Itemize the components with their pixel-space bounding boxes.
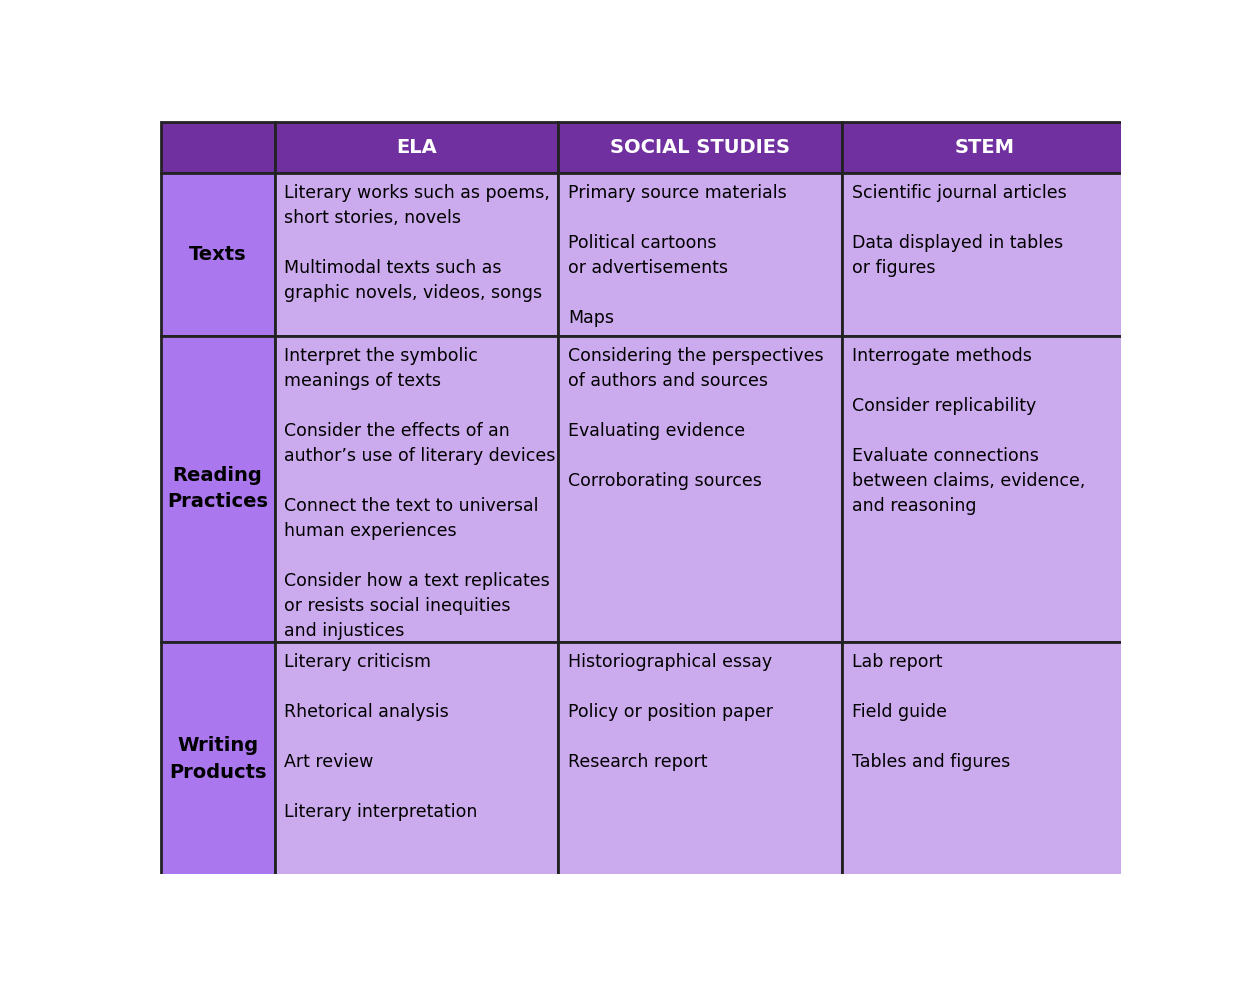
FancyBboxPatch shape (842, 336, 1126, 642)
FancyBboxPatch shape (842, 173, 1126, 336)
Text: Literary works such as poems,
short stories, novels

Multimodal texts such as
gr: Literary works such as poems, short stor… (284, 185, 549, 302)
FancyBboxPatch shape (274, 122, 558, 173)
FancyBboxPatch shape (842, 642, 1126, 876)
Text: Literary criticism

Rhetorical analysis

Art review

Literary interpretation: Literary criticism Rhetorical analysis A… (284, 653, 477, 821)
FancyBboxPatch shape (274, 642, 558, 876)
Text: Interpret the symbolic
meanings of texts

Consider the effects of an
author’s us: Interpret the symbolic meanings of texts… (284, 347, 556, 640)
FancyBboxPatch shape (161, 173, 274, 336)
Text: STEM: STEM (954, 137, 1014, 157)
FancyBboxPatch shape (558, 336, 842, 642)
Text: Historiographical essay

Policy or position paper

Research report: Historiographical essay Policy or positi… (568, 653, 773, 771)
FancyBboxPatch shape (558, 173, 842, 336)
FancyBboxPatch shape (274, 173, 558, 336)
Text: Considering the perspectives
of authors and sources

Evaluating evidence

Corrob: Considering the perspectives of authors … (568, 347, 824, 490)
Text: Lab report

Field guide

Tables and figures: Lab report Field guide Tables and figure… (852, 653, 1011, 771)
FancyBboxPatch shape (274, 336, 558, 642)
Text: Scientific journal articles

Data displayed in tables
or figures: Scientific journal articles Data display… (852, 185, 1067, 277)
FancyBboxPatch shape (161, 642, 274, 876)
FancyBboxPatch shape (558, 642, 842, 876)
Text: Primary source materials

Political cartoons
or advertisements

Maps: Primary source materials Political carto… (568, 185, 786, 327)
Text: SOCIAL STUDIES: SOCIAL STUDIES (611, 137, 790, 157)
Text: Reading
Practices: Reading Practices (167, 466, 268, 512)
FancyBboxPatch shape (161, 122, 274, 173)
Text: ELA: ELA (396, 137, 437, 157)
Text: Texts: Texts (188, 245, 247, 264)
Text: Writing
Products: Writing Products (168, 736, 267, 782)
FancyBboxPatch shape (161, 336, 274, 642)
Text: Interrogate methods

Consider replicability

Evaluate connections
between claims: Interrogate methods Consider replicabili… (852, 347, 1085, 515)
FancyBboxPatch shape (842, 122, 1126, 173)
FancyBboxPatch shape (558, 122, 842, 173)
